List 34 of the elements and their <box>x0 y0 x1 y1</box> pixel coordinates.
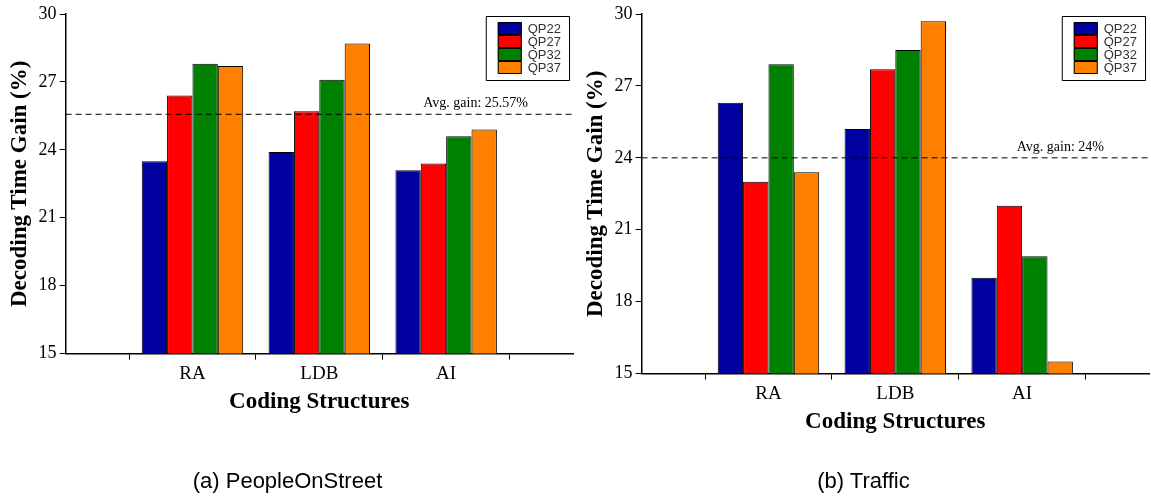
y-tick-label: 30 <box>38 2 57 23</box>
y-tick-label: 24 <box>614 146 633 167</box>
ref-line-label: Avg. gain: 25.57% <box>423 94 529 110</box>
y-tick-label: 21 <box>38 206 57 227</box>
y-tick-label: 27 <box>614 74 633 95</box>
x-tick-label: RA <box>179 361 206 383</box>
text: (a) PeopleOnStreet <box>191 468 384 494</box>
y-tick-label: 30 <box>614 2 633 23</box>
x-tick-label: AI <box>1012 381 1033 403</box>
x-tick-label: AI <box>436 361 457 383</box>
text: (b) Traffic <box>816 468 911 494</box>
y-axis-title: Decoding Time Gain (%) <box>5 60 31 308</box>
legend-label: QP37 <box>527 60 562 76</box>
y-tick-label: 21 <box>614 218 633 239</box>
legend-label: QP22 <box>1103 21 1138 37</box>
y-tick-label: 15 <box>38 342 57 363</box>
x-tick-label: LDB <box>300 361 339 383</box>
y-tick-label: 18 <box>38 274 57 295</box>
x-tick-label: LDB <box>876 381 915 403</box>
y-tick-label: 18 <box>614 290 633 311</box>
y-tick-label: 24 <box>38 138 57 159</box>
y-axis-title: Decoding Time Gain (%) <box>581 70 607 318</box>
x-axis-title: Coding Structures <box>229 388 410 414</box>
legend-label: QP22 <box>527 21 562 37</box>
legend-label: QP27 <box>1103 34 1138 50</box>
ref-line-label: Avg. gain: 24% <box>1016 138 1105 154</box>
x-axis-title: Coding Structures <box>805 408 986 434</box>
legend-label: QP32 <box>527 47 562 63</box>
y-tick-label: 27 <box>38 70 57 91</box>
x-tick-label: RA <box>755 381 782 403</box>
legend-label: QP37 <box>1103 60 1138 76</box>
legend-label: QP32 <box>1103 47 1138 63</box>
legend-label: QP27 <box>527 34 562 50</box>
y-tick-label: 15 <box>614 362 633 383</box>
